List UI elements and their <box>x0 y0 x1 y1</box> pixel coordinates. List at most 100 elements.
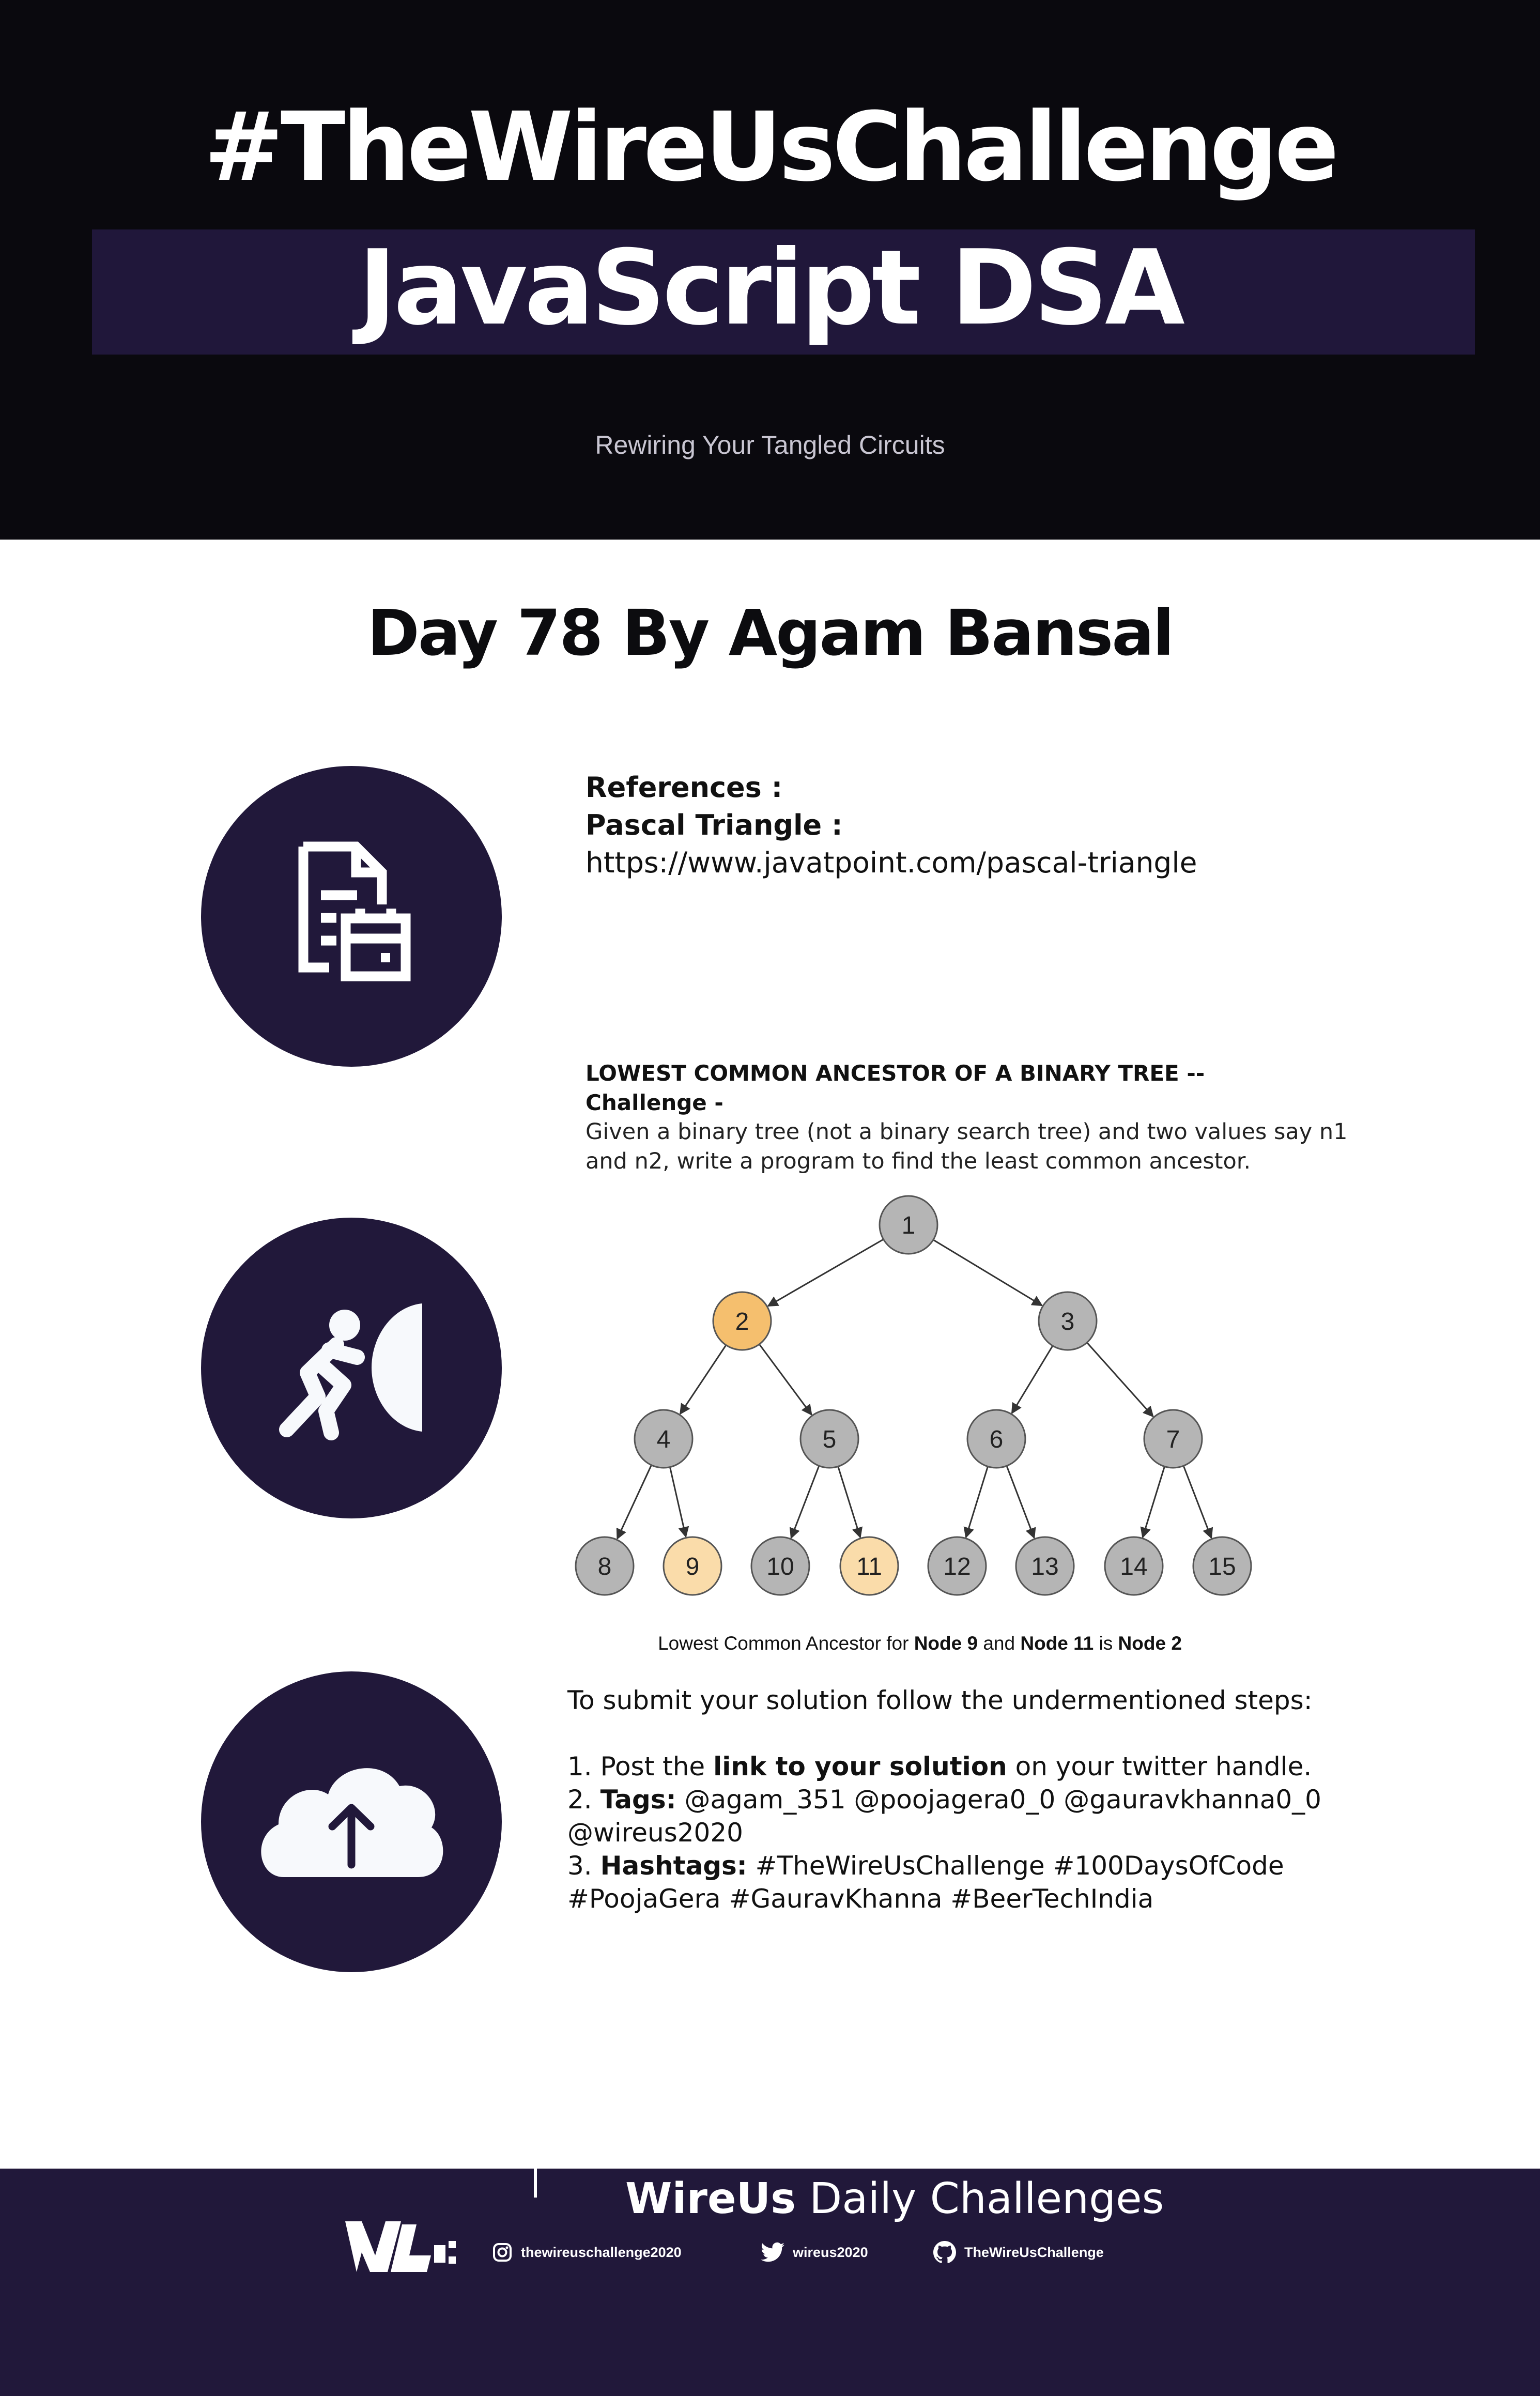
tree-node-12 <box>927 1536 987 1596</box>
tree-edge-3-7 <box>1086 1342 1154 1418</box>
tree-edge-2-5 <box>759 1344 812 1416</box>
tree-edge-4-8 <box>616 1465 652 1540</box>
tree-node-11 <box>839 1536 899 1596</box>
caption-prefix: Lowest Common Ancestor for <box>658 1633 909 1654</box>
tree-node-label-11: 11 <box>856 1553 882 1580</box>
title-banner <box>92 229 1475 355</box>
tree-node-label-3: 3 <box>1061 1308 1075 1335</box>
banner-title: JavaScript DSA <box>358 228 1185 348</box>
step2-tags: @agam_351 @poojagera0_0 @gauravkhanna0_0… <box>567 1785 1321 1848</box>
challenge-icon-circle <box>201 1218 502 1518</box>
tree-node-label-15: 15 <box>1208 1553 1236 1580</box>
tree-node-5 <box>799 1409 859 1469</box>
tree-node-label-2: 2 <box>735 1308 749 1335</box>
caption-is: is <box>1099 1633 1113 1654</box>
github-icon <box>933 2241 956 2263</box>
tree-node-4 <box>634 1409 694 1469</box>
tree-node-13 <box>1015 1536 1075 1596</box>
submit-step-3: 3. Hashtags: #TheWireUsChallenge #100Day… <box>567 1849 1332 1915</box>
submit-step-2: 2. Tags: @agam_351 @poojagera0_0 @gaurav… <box>567 1783 1332 1849</box>
tree-node-9 <box>663 1536 722 1596</box>
tree-node-label-7: 7 <box>1166 1426 1180 1453</box>
tree-node-label-5: 5 <box>823 1426 837 1453</box>
footer-brand: WireUs <box>625 2174 796 2223</box>
tree-node-7 <box>1143 1409 1203 1469</box>
tree-node-8 <box>575 1536 635 1596</box>
footer-title: WireUs Daily Challenges <box>625 2171 1245 2228</box>
challenge-label: Challenge - <box>586 1090 723 1115</box>
step3-prefix: 3. <box>567 1851 592 1881</box>
twitter-handle: wireus2020 <box>793 2245 868 2260</box>
person-pushing-icon <box>279 1303 422 1440</box>
tree-edge-6-13 <box>1006 1465 1036 1539</box>
instagram-handle: thewireuschallenge2020 <box>521 2245 682 2260</box>
tagline: Rewiring Your Tangled Circuits <box>595 431 945 459</box>
step3-hashtags: #TheWireUsChallenge #100DaysOfCode #Pooj… <box>567 1851 1284 1914</box>
tree-edge-5-10 <box>789 1465 820 1539</box>
tree-node-label-14: 14 <box>1120 1553 1147 1580</box>
tree-node-label-8: 8 <box>598 1553 612 1580</box>
instagram-icon <box>493 2243 512 2262</box>
document-calendar-icon <box>298 841 411 981</box>
tree-node-3 <box>1038 1291 1098 1351</box>
tree-edge-6-12 <box>963 1466 989 1539</box>
challenge-description: Given a binary tree (not a binary search… <box>586 1119 1348 1174</box>
caption-node-b: Node 11 <box>1020 1633 1094 1654</box>
tree-edge-7-14 <box>1140 1466 1165 1539</box>
tree-edge-3-6 <box>1011 1345 1054 1415</box>
footer-divider <box>534 2169 537 2198</box>
references-icon-circle <box>201 766 502 1067</box>
footer-github[interactable]: TheWireUsChallenge <box>933 2241 1104 2264</box>
footer-twitter[interactable]: wireus2020 <box>761 2242 868 2263</box>
tree-node-label-1: 1 <box>902 1212 916 1239</box>
tree-node-1 <box>879 1195 938 1255</box>
references-block: References : Pascal Triangle : https://w… <box>586 769 1464 882</box>
references-topic: Pascal Triangle : <box>586 809 843 841</box>
day-title: Day 78 By Agam Bansal <box>367 596 1175 670</box>
wireus-logo-icon <box>345 2221 456 2272</box>
submit-instructions: To submit your solution follow the under… <box>567 1684 1332 1915</box>
tree-node-2 <box>712 1291 772 1351</box>
footer-instagram[interactable]: thewireuschallenge2020 <box>492 2242 682 2263</box>
step1-suffix: on your twitter handle. <box>1015 1752 1312 1781</box>
references-heading: References : <box>586 771 783 804</box>
tree-edge-2-4 <box>679 1344 727 1415</box>
submit-intro: To submit your solution follow the under… <box>567 1685 1313 1715</box>
footer-title-rest: Daily Challenges <box>809 2174 1164 2223</box>
caption-node-a: Node 9 <box>914 1633 978 1654</box>
tree-node-10 <box>750 1536 810 1596</box>
tree-node-15 <box>1192 1536 1252 1596</box>
binary-tree-diagram: 12 34 5 6 78 9 10 11 12 13 14 15 <box>575 1195 1252 1596</box>
tree-node-14 <box>1104 1536 1164 1596</box>
submit-step-1: 1. Post the link to your solution on you… <box>567 1750 1332 1783</box>
tree-node-label-4: 4 <box>657 1426 671 1453</box>
tree-node-label-10: 10 <box>766 1553 794 1580</box>
step3-bold: Hashtags: <box>600 1851 747 1881</box>
tree-edge-5-11 <box>837 1466 863 1539</box>
tree-node-label-12: 12 <box>943 1553 971 1580</box>
cloud-upload-icon <box>261 1768 443 1877</box>
submit-icon-circle <box>201 1671 502 1972</box>
step1-bold: link to your solution <box>713 1752 1007 1781</box>
tree-edge-7-15 <box>1182 1465 1213 1539</box>
tree-edge-4-9 <box>669 1467 689 1538</box>
tree-node-6 <box>966 1409 1026 1469</box>
caption-result: Node 2 <box>1118 1633 1182 1654</box>
twitter-icon <box>761 2242 784 2262</box>
challenge-hashtag: #TheWireUsChallenge <box>204 92 1339 203</box>
caption-and: and <box>983 1633 1015 1654</box>
step1-prefix: 1. Post the <box>567 1752 705 1781</box>
tree-node-label-13: 13 <box>1031 1553 1058 1580</box>
challenge-title: LOWEST COMMON ANCESTOR OF A BINARY TREE … <box>586 1061 1205 1086</box>
tree-edge-1-2 <box>767 1238 884 1307</box>
tree-caption: Lowest Common Ancestor for Node 9 and No… <box>568 1631 1271 1656</box>
github-handle: TheWireUsChallenge <box>964 2245 1104 2260</box>
footer <box>0 2169 1540 2396</box>
step2-bold: Tags: <box>600 1785 676 1815</box>
references-url[interactable]: https://www.javatpoint.com/pascal-triang… <box>586 846 1197 879</box>
step2-prefix: 2. <box>567 1785 592 1815</box>
challenge-block: LOWEST COMMON ANCESTOR OF A BINARY TREE … <box>586 1058 1392 1176</box>
tree-node-label-6: 6 <box>990 1426 1004 1453</box>
tree-node-label-9: 9 <box>686 1553 700 1580</box>
tree-edge-1-3 <box>933 1239 1043 1307</box>
